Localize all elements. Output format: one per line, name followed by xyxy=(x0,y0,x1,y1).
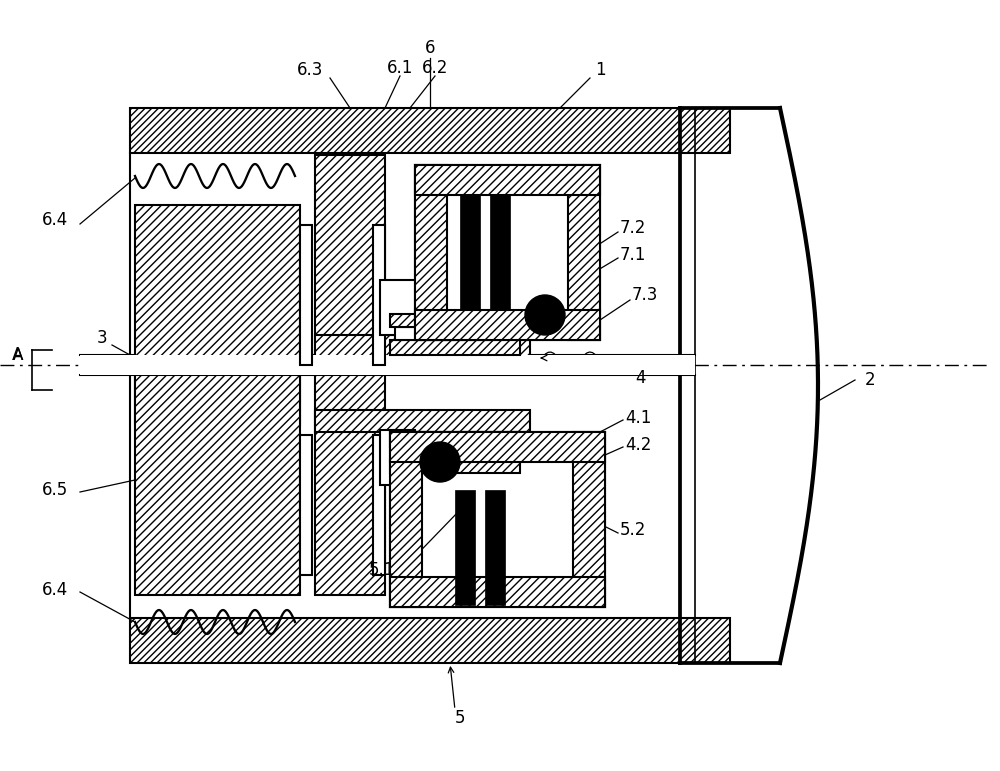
Bar xyxy=(390,432,605,607)
Bar xyxy=(373,225,385,365)
Text: 6.4: 6.4 xyxy=(42,211,68,229)
Text: 3: 3 xyxy=(97,329,107,347)
Bar xyxy=(390,432,605,462)
Bar xyxy=(300,435,312,575)
Bar xyxy=(455,490,475,605)
Bar xyxy=(415,310,600,340)
Bar xyxy=(315,410,530,432)
Circle shape xyxy=(420,442,460,482)
Text: 7.2: 7.2 xyxy=(620,219,646,237)
Bar xyxy=(390,432,520,447)
Bar xyxy=(380,280,415,335)
Bar xyxy=(415,165,447,340)
Text: 5.1: 5.1 xyxy=(369,561,395,579)
Bar xyxy=(395,327,490,340)
Text: 6.1: 6.1 xyxy=(387,59,413,77)
Text: 5: 5 xyxy=(455,709,465,727)
Bar xyxy=(485,490,505,605)
Bar xyxy=(390,314,520,327)
Bar xyxy=(460,195,480,310)
Bar xyxy=(130,108,730,153)
Text: 6: 6 xyxy=(425,39,435,57)
Text: A: A xyxy=(13,348,23,362)
Bar xyxy=(135,375,300,595)
Text: 6.5: 6.5 xyxy=(42,481,68,499)
Bar xyxy=(80,355,695,375)
Text: 6.4: 6.4 xyxy=(42,581,68,599)
Bar xyxy=(315,155,385,365)
Bar xyxy=(415,165,600,195)
Bar xyxy=(135,205,300,425)
Bar xyxy=(415,165,600,340)
Text: 7.3: 7.3 xyxy=(632,286,658,304)
Text: 1: 1 xyxy=(595,61,605,79)
Bar xyxy=(568,165,600,340)
Text: 2: 2 xyxy=(865,371,875,389)
Bar xyxy=(315,375,385,595)
Bar xyxy=(490,195,510,310)
Bar xyxy=(390,432,422,607)
Bar xyxy=(390,577,605,607)
Text: 4.2: 4.2 xyxy=(625,436,651,454)
Bar xyxy=(573,432,605,607)
Text: 4: 4 xyxy=(635,369,646,387)
Text: 6.2: 6.2 xyxy=(422,59,448,77)
Text: 4.1: 4.1 xyxy=(625,409,651,427)
Text: A: A xyxy=(12,346,24,364)
Bar xyxy=(315,335,530,357)
Bar xyxy=(373,435,385,575)
Circle shape xyxy=(525,295,565,335)
Bar xyxy=(130,618,730,663)
Bar xyxy=(300,225,312,365)
Text: 6.3: 6.3 xyxy=(297,61,323,79)
Text: 5.2: 5.2 xyxy=(620,521,646,539)
Text: 7.1: 7.1 xyxy=(620,246,646,264)
Bar xyxy=(380,430,415,485)
Bar xyxy=(395,447,490,460)
Bar xyxy=(390,460,520,473)
Bar xyxy=(390,340,520,355)
